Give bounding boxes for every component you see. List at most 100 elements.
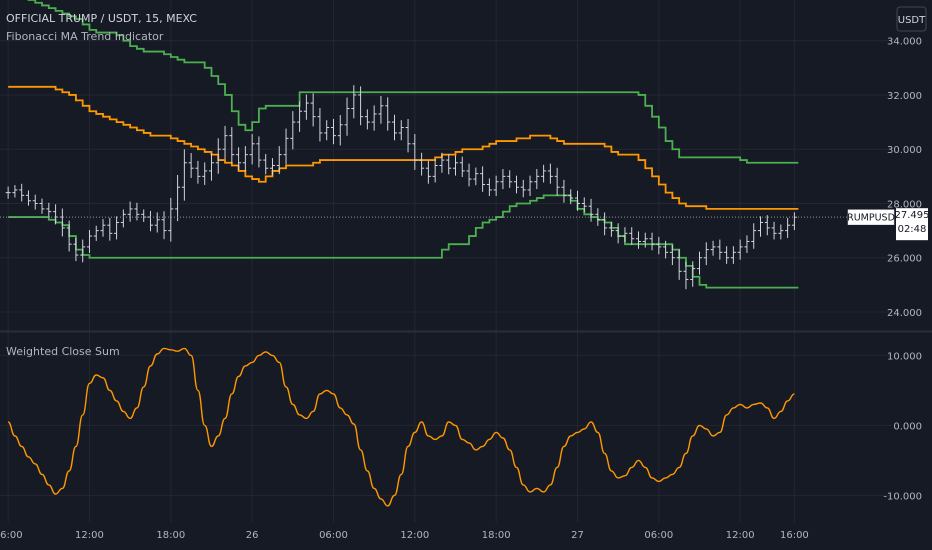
ohlc-bar[interactable]	[778, 224, 784, 240]
ohlc-bar[interactable]	[669, 244, 675, 266]
ohlc-bar[interactable]	[120, 209, 126, 228]
currency-button[interactable]: USDT	[896, 6, 927, 32]
ohlc-bar[interactable]	[385, 97, 391, 131]
ohlc-bar[interactable]	[737, 239, 743, 260]
ohlc-bar[interactable]	[513, 175, 519, 194]
ohlc-bar[interactable]	[46, 202, 52, 218]
ohlc-bar[interactable]	[724, 246, 730, 264]
ohlc-bar[interactable]	[256, 136, 262, 168]
ohlc-bar[interactable]	[371, 105, 377, 131]
ohlc-bar[interactable]	[635, 231, 641, 249]
ohlc-bar[interactable]	[568, 189, 574, 205]
ohlc-bar[interactable]	[500, 169, 506, 190]
ohlc-bar[interactable]	[229, 127, 235, 164]
ohlc-bar[interactable]	[520, 179, 526, 198]
ohlc-bar[interactable]	[432, 159, 438, 183]
ohlc-bar[interactable]	[330, 118, 336, 145]
ohlc-bar[interactable]	[290, 111, 296, 150]
lower-band-line[interactable]	[8, 194, 799, 289]
ohlc-bar[interactable]	[127, 201, 133, 222]
ohlc-bar[interactable]	[541, 164, 547, 183]
ohlc-bar[interactable]	[466, 163, 472, 187]
ohlc-bar[interactable]	[649, 232, 655, 251]
ohlc-bar[interactable]	[710, 240, 716, 256]
ohlc-bar[interactable]	[324, 120, 330, 141]
ohlc-bar[interactable]	[168, 197, 174, 242]
ohlc-bar[interactable]	[208, 153, 214, 181]
ohlc-bar[interactable]	[446, 153, 452, 175]
ohlc-bar[interactable]	[629, 227, 635, 245]
ohlc-bar[interactable]	[5, 186, 11, 199]
ohlc-bar[interactable]	[459, 156, 465, 178]
ohlc-bar[interactable]	[697, 251, 703, 275]
ohlc-bar[interactable]	[758, 216, 764, 237]
mid-band-line[interactable]	[8, 85, 799, 210]
ohlc-bar[interactable]	[676, 249, 682, 280]
ohlc-bar[interactable]	[764, 215, 770, 236]
ohlc-bar[interactable]	[656, 236, 662, 255]
ohlc-bar[interactable]	[703, 242, 709, 266]
ohlc-bar[interactable]	[642, 232, 648, 248]
price-pane[interactable]	[5, 0, 799, 290]
ohlc-bar[interactable]	[269, 158, 275, 176]
ohlc-bar[interactable]	[486, 178, 492, 197]
ohlc-bar[interactable]	[364, 109, 370, 130]
ohlc-bar[interactable]	[236, 147, 242, 171]
ohlc-bar[interactable]	[80, 239, 86, 263]
ohlc-bar[interactable]	[547, 163, 553, 184]
ohlc-bar[interactable]	[242, 146, 248, 172]
ohlc-bar[interactable]	[107, 217, 113, 241]
ohlc-bar[interactable]	[717, 239, 723, 260]
ohlc-bar[interactable]	[283, 128, 289, 165]
ohlc-bar[interactable]	[534, 169, 540, 190]
ohlc-bar[interactable]	[493, 175, 499, 197]
ohlc-bar[interactable]	[608, 221, 614, 237]
ohlc-bar[interactable]	[215, 138, 221, 174]
ohlc-bar[interactable]	[344, 97, 350, 136]
ohlc-bar[interactable]	[663, 240, 669, 259]
oscillator-axis[interactable]: 10.000 0.000 -10.000	[883, 351, 922, 502]
ohlc-bar[interactable]	[188, 153, 194, 178]
oscillator-label[interactable]: Weighted Close Sum	[6, 345, 120, 358]
ohlc-bar[interactable]	[622, 227, 628, 243]
ohlc-bar[interactable]	[507, 170, 513, 188]
weighted-close-sum-line[interactable]	[7, 347, 795, 507]
ohlc-bar[interactable]	[66, 220, 72, 252]
ohlc-bar[interactable]	[195, 160, 201, 184]
ohlc-bar[interactable]	[93, 225, 99, 241]
ohlc-bar[interactable]	[751, 223, 757, 249]
ohlc-bar[interactable]	[134, 202, 140, 221]
ohlc-bar[interactable]	[588, 198, 594, 222]
ohlc-bar[interactable]	[602, 212, 608, 236]
oscillator-pane[interactable]	[7, 347, 795, 507]
ohlc-bar[interactable]	[561, 179, 567, 203]
ohlc-bar[interactable]	[222, 125, 228, 159]
ohlc-bar[interactable]	[249, 134, 255, 165]
ohlc-bar[interactable]	[310, 93, 316, 127]
indicator-label[interactable]: Fibonacci MA Trend Indicator	[6, 30, 164, 43]
symbol-title[interactable]: OFFICIAL TRUMP / USDT, 15, MEXC	[6, 12, 197, 25]
ohlc-bar[interactable]	[391, 114, 397, 141]
ohlc-bar[interactable]	[202, 162, 208, 185]
ohlc-bar[interactable]	[86, 229, 92, 253]
time-axis[interactable]: 06:00 12:00 18:00 26 06:00 12:00 18:00 27 06:00 1…	[0, 530, 809, 541]
ohlc-bar[interactable]	[175, 174, 181, 222]
ohlc-bar[interactable]	[378, 96, 384, 124]
ohlc-bar[interactable]	[161, 211, 167, 240]
ohlc-bar[interactable]	[181, 149, 187, 201]
ohlc-bar[interactable]	[398, 120, 404, 141]
ohlc-bar[interactable]	[317, 108, 323, 142]
ohlc-bar[interactable]	[73, 238, 79, 262]
ohlc-bar[interactable]	[581, 197, 587, 213]
ohlc-bar[interactable]	[527, 175, 533, 197]
ohlc-bar[interactable]	[615, 223, 621, 244]
ohlc-bar[interactable]	[100, 219, 106, 237]
ohlc-bar[interactable]	[744, 235, 750, 253]
ohlc-bar[interactable]	[771, 221, 777, 240]
ohlc-bar[interactable]	[730, 246, 736, 264]
ohlc-bar[interactable]	[297, 101, 303, 132]
ohlc-bar[interactable]	[405, 118, 411, 153]
ohlc-bar[interactable]	[574, 190, 580, 211]
upper-band-line[interactable]	[8, 0, 799, 164]
